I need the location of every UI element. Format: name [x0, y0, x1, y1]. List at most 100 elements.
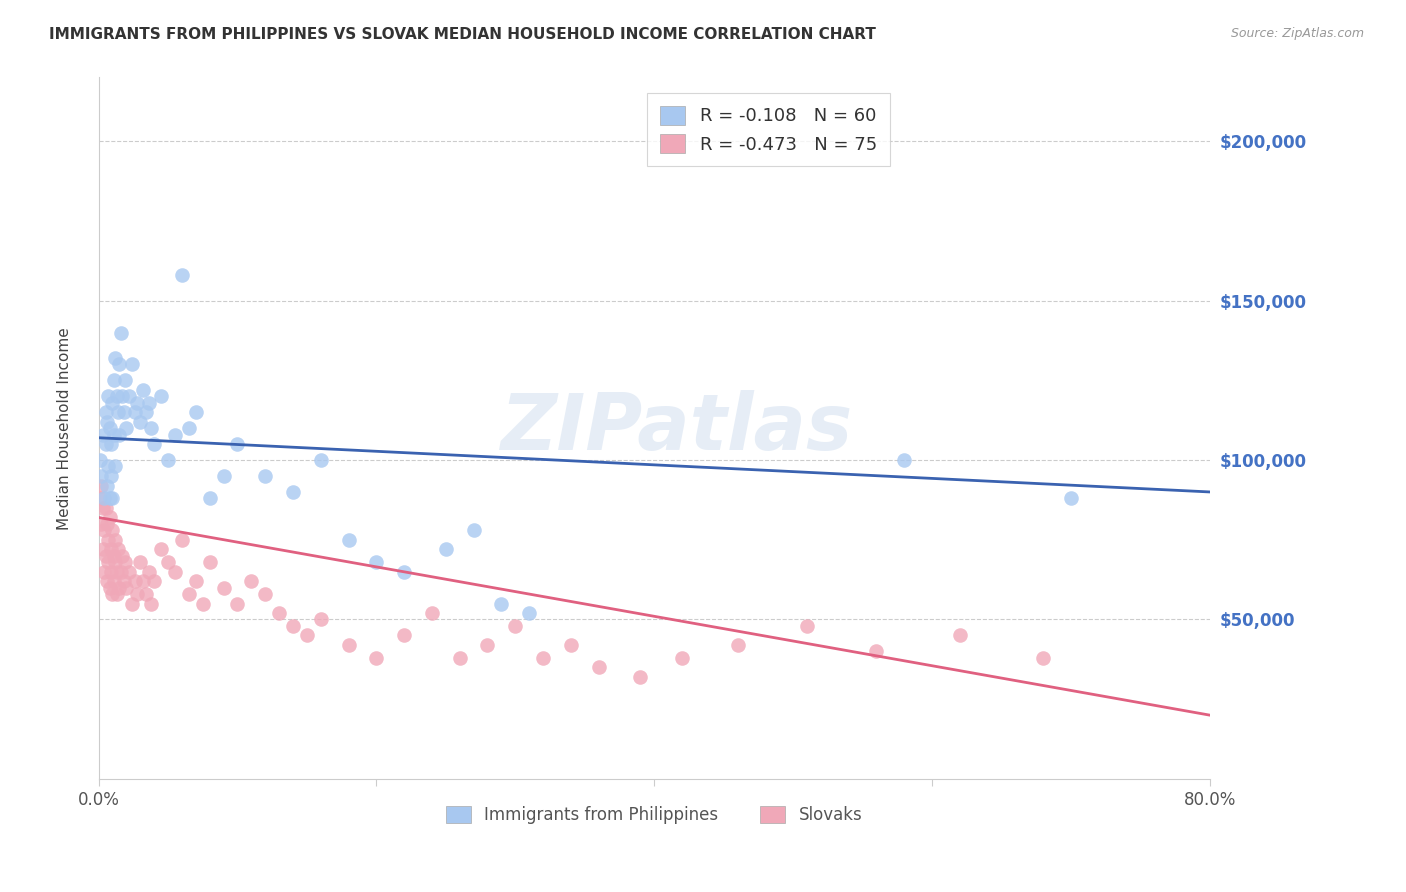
Point	[97, 459, 120, 474]
Point	[434, 542, 457, 557]
Point	[671, 650, 693, 665]
Point	[98, 581, 121, 595]
Point	[89, 491, 111, 506]
Point	[281, 485, 304, 500]
Point	[115, 581, 138, 595]
Point	[115, 421, 138, 435]
Point	[150, 542, 173, 557]
Point	[104, 351, 127, 365]
Point	[129, 415, 152, 429]
Point	[138, 565, 160, 579]
Point	[101, 587, 124, 601]
Point	[135, 405, 157, 419]
Point	[118, 565, 141, 579]
Point	[226, 597, 249, 611]
Point	[796, 619, 818, 633]
Point	[281, 619, 304, 633]
Point	[97, 533, 120, 547]
Point	[135, 587, 157, 601]
Point	[127, 587, 149, 601]
Point	[94, 437, 117, 451]
Point	[97, 555, 120, 569]
Point	[114, 373, 136, 387]
Point	[105, 587, 128, 601]
Point	[366, 650, 388, 665]
Point	[112, 405, 135, 419]
Point	[269, 606, 291, 620]
Point	[89, 453, 111, 467]
Point	[177, 587, 200, 601]
Point	[100, 542, 122, 557]
Point	[337, 638, 360, 652]
Point	[108, 581, 131, 595]
Point	[420, 606, 443, 620]
Point	[100, 437, 122, 451]
Point	[392, 628, 415, 642]
Point	[103, 574, 125, 589]
Point	[93, 523, 115, 537]
Point	[104, 533, 127, 547]
Point	[108, 358, 131, 372]
Point	[103, 427, 125, 442]
Point	[531, 650, 554, 665]
Point	[163, 565, 186, 579]
Point	[212, 581, 235, 595]
Point	[107, 405, 129, 419]
Point	[118, 389, 141, 403]
Point	[143, 574, 166, 589]
Point	[100, 469, 122, 483]
Point	[198, 555, 221, 569]
Point	[157, 555, 180, 569]
Point	[94, 549, 117, 563]
Point	[112, 574, 135, 589]
Point	[163, 427, 186, 442]
Point	[93, 565, 115, 579]
Point	[170, 533, 193, 547]
Point	[132, 383, 155, 397]
Point	[865, 644, 887, 658]
Point	[90, 516, 112, 531]
Point	[110, 326, 132, 340]
Point	[127, 395, 149, 409]
Point	[177, 421, 200, 435]
Point	[124, 574, 146, 589]
Point	[138, 395, 160, 409]
Point	[91, 542, 114, 557]
Point	[103, 373, 125, 387]
Point	[98, 491, 121, 506]
Point	[94, 500, 117, 515]
Point	[226, 437, 249, 451]
Point	[91, 427, 114, 442]
Point	[1032, 650, 1054, 665]
Point	[105, 389, 128, 403]
Point	[129, 555, 152, 569]
Point	[254, 469, 277, 483]
Point	[198, 491, 221, 506]
Point	[254, 587, 277, 601]
Point	[114, 555, 136, 569]
Point	[295, 628, 318, 642]
Point	[96, 574, 118, 589]
Point	[337, 533, 360, 547]
Point	[96, 516, 118, 531]
Point	[104, 459, 127, 474]
Point	[111, 549, 134, 563]
Point	[90, 478, 112, 492]
Point	[96, 415, 118, 429]
Point	[101, 395, 124, 409]
Point	[98, 421, 121, 435]
Point	[1060, 491, 1083, 506]
Point	[121, 597, 143, 611]
Point	[93, 491, 115, 506]
Point	[170, 268, 193, 282]
Point	[309, 453, 332, 467]
Point	[96, 478, 118, 492]
Point	[141, 421, 163, 435]
Point	[628, 670, 651, 684]
Text: IMMIGRANTS FROM PHILIPPINES VS SLOVAK MEDIAN HOUSEHOLD INCOME CORRELATION CHART: IMMIGRANTS FROM PHILIPPINES VS SLOVAK ME…	[49, 27, 876, 42]
Y-axis label: Median Household Income: Median Household Income	[58, 326, 72, 530]
Point	[191, 597, 214, 611]
Point	[184, 574, 207, 589]
Point	[101, 491, 124, 506]
Point	[143, 437, 166, 451]
